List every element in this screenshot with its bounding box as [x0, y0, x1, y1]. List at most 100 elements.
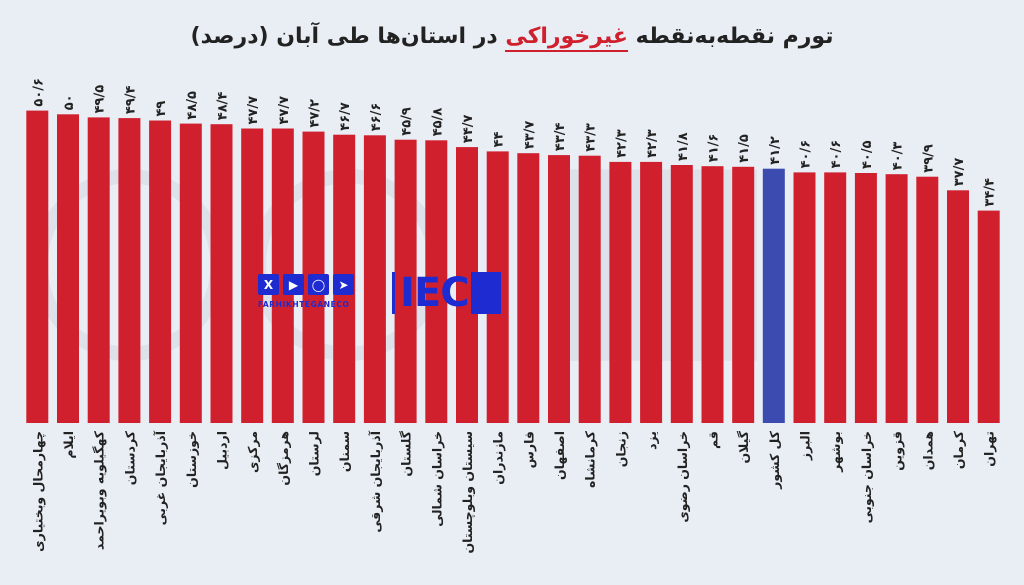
- category-label: مرکزی: [245, 431, 260, 473]
- category-label: لرستان: [307, 431, 322, 476]
- value-label: ۴۴: [492, 131, 507, 147]
- category-label: اردبیل: [215, 431, 230, 470]
- category-label: خوزستان: [184, 431, 199, 488]
- bar: [824, 172, 847, 423]
- category-label: گلستان: [399, 430, 414, 476]
- bar: [609, 161, 632, 423]
- value-label: ۴۶/۶: [369, 103, 384, 132]
- value-label: ۴۱/۶: [707, 134, 722, 163]
- value-label: ۴۲/۳: [645, 129, 660, 158]
- bar: [210, 124, 233, 423]
- category-label: یزد: [644, 431, 659, 450]
- bar: [548, 155, 570, 423]
- bar: [118, 118, 141, 423]
- bar: [57, 114, 79, 424]
- category-label: ایلام: [61, 431, 77, 459]
- bar: [854, 173, 877, 423]
- bar: [456, 147, 478, 423]
- category-label: قم: [706, 431, 721, 449]
- title-highlight: غیرخوراکی: [505, 24, 628, 52]
- value-label: ۴۰/۶: [829, 140, 844, 169]
- telegram-icon: ➤: [333, 274, 354, 295]
- value-label: ۴۱/۸: [676, 132, 691, 161]
- bar: [517, 153, 540, 423]
- value-label: ۴۵/۹: [400, 107, 415, 136]
- value-label: ۴۷/۷: [246, 96, 261, 125]
- value-label: ۴۰/۵: [860, 140, 875, 169]
- bar: [916, 176, 939, 423]
- value-label: ۵۰: [62, 94, 77, 110]
- value-label: ۴۰/۳: [891, 142, 906, 171]
- bar: [578, 155, 601, 423]
- bar: [793, 172, 816, 423]
- bar: [947, 190, 969, 423]
- category-label: مازندران: [491, 431, 506, 485]
- value-label: ۴۸/۴: [216, 92, 231, 121]
- value-label: ۴۹/۴: [123, 85, 138, 114]
- brand-logo: X ▶ ◯ ➤ FARHIKHTEGANECO IEC: [258, 268, 510, 322]
- bar: [179, 123, 202, 423]
- bar: [670, 165, 693, 423]
- value-label: ۴۸/۵: [185, 91, 200, 120]
- brand-handle: FARHIKHTEGANECO: [258, 300, 350, 309]
- chart-title: تورم نقطه‌به‌نقطه غیرخوراکی در استان‌ها …: [0, 24, 1024, 52]
- value-label: ۴۴/۷: [461, 114, 476, 143]
- bars-group: [26, 110, 1000, 424]
- value-labels-group: ۵۰/۶ ۵۰ ۴۹/۵ ۴۹/۴ ۴۹ ۴۸/۵ ۴۸/۴ ۴۷/۷ ۴۷/۷ ۴۷/۲ ۴۶/۷…: [31, 78, 997, 207]
- value-label: ۳۷/۷: [952, 158, 967, 187]
- category-label: چهارمحال وبختیاری: [30, 431, 45, 552]
- value-label: ۴۷/۷: [277, 96, 292, 125]
- bar: [732, 166, 755, 424]
- value-label: ۳۹/۹: [921, 144, 936, 173]
- bar: [640, 161, 663, 423]
- bar: [271, 128, 294, 423]
- bar: [363, 135, 386, 424]
- bar: [26, 110, 49, 423]
- value-label: ۴۹: [154, 101, 169, 117]
- value-label: ۴۵/۸: [430, 108, 445, 137]
- brand-badge-icon: [470, 272, 501, 314]
- bar: [394, 139, 417, 423]
- value-label: ۴۱/۵: [737, 134, 752, 163]
- bar-highlight: [762, 168, 785, 423]
- value-label: ۴۹/۵: [93, 85, 108, 114]
- bar: [701, 166, 724, 423]
- value-label: ۴۳/۷: [522, 121, 537, 150]
- instagram-icon: ◯: [308, 274, 329, 295]
- category-label: آذربایجان غربی: [153, 430, 168, 525]
- category-label: کرمانشاه: [583, 430, 598, 488]
- category-label: سیستان وبلوچستان: [460, 431, 475, 554]
- brand-mark: IEC: [392, 270, 510, 316]
- value-label: ۴۶/۷: [338, 102, 353, 131]
- category-label: همدان: [920, 431, 935, 470]
- x-icon: X: [258, 274, 279, 295]
- youtube-icon: ▶: [283, 274, 304, 295]
- category-label: خراسان جنوبی: [859, 431, 874, 523]
- brand-divider: [392, 272, 395, 314]
- category-labels-group: چهارمحال وبختیاری ایلام کهگیلویه وبویراحمد…: [30, 430, 996, 553]
- value-label: ۴۱/۲: [768, 136, 783, 165]
- category-label: تهران: [982, 431, 997, 467]
- category-label: کردستان: [122, 430, 137, 485]
- category-label: خراسان شمالی: [429, 431, 444, 527]
- category-label: هرمزگان: [276, 431, 291, 486]
- value-label: ۴۳/۳: [584, 123, 599, 152]
- social-icons-row: X ▶ ◯ ➤: [258, 274, 358, 295]
- category-label: زنجان: [613, 431, 628, 467]
- value-label: ۴۷/۲: [308, 99, 323, 128]
- category-label: کرمان: [951, 430, 966, 469]
- bar: [977, 210, 1000, 423]
- category-label: خراسان رضوی: [675, 431, 690, 523]
- category-label: کل کشور: [767, 430, 782, 490]
- category-label: فارس: [521, 431, 536, 468]
- category-label: گیلان: [736, 430, 751, 463]
- bar: [149, 120, 172, 423]
- bar: [425, 140, 448, 424]
- value-label: ۴۲/۳: [614, 129, 629, 158]
- category-label: آذربایجان شرقی: [368, 430, 383, 532]
- category-label: البرز: [798, 431, 813, 461]
- value-label: ۵۰/۶: [31, 78, 46, 107]
- bar: [87, 117, 110, 424]
- bar: [885, 174, 908, 423]
